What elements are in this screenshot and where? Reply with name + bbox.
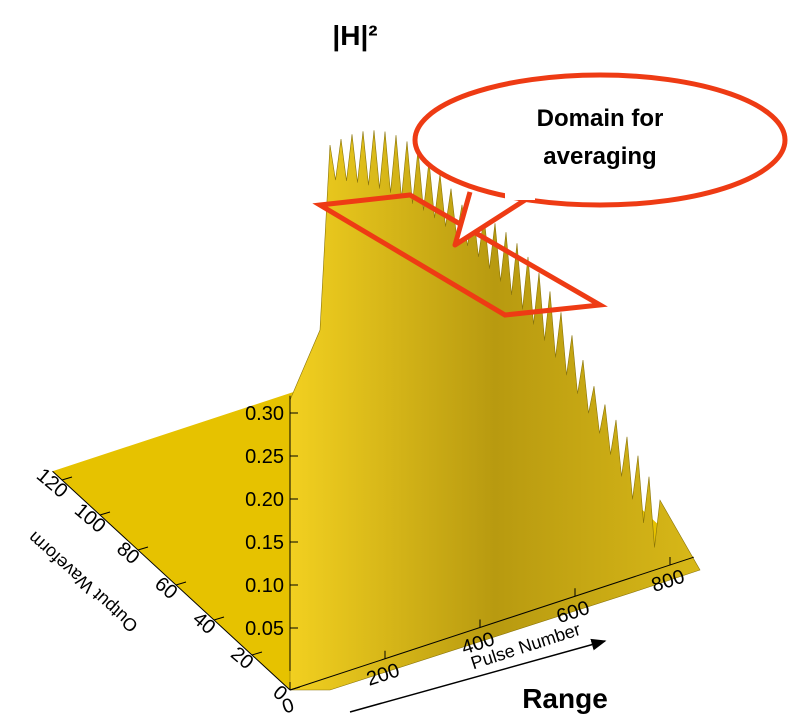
z-tick-label: 0.20 bbox=[245, 489, 284, 511]
callout-bubble bbox=[415, 75, 785, 205]
z-tick-label: 0.15 bbox=[245, 532, 284, 554]
chart-title: |H|² bbox=[332, 20, 377, 51]
tail-join bbox=[505, 188, 535, 200]
callout-text: averaging bbox=[543, 143, 656, 170]
z-tick-label: 0.30 bbox=[245, 403, 284, 425]
callout-text: Domain for bbox=[537, 105, 664, 132]
arrow-label: Range bbox=[522, 683, 608, 714]
z-tick-label: 0.10 bbox=[245, 575, 284, 597]
surface bbox=[53, 130, 701, 690]
z-tick-label: 0.05 bbox=[245, 618, 284, 640]
chart: 0200400600800Pulse Number020406080100120… bbox=[0, 0, 793, 721]
z-tick-label: 0.25 bbox=[245, 446, 284, 468]
